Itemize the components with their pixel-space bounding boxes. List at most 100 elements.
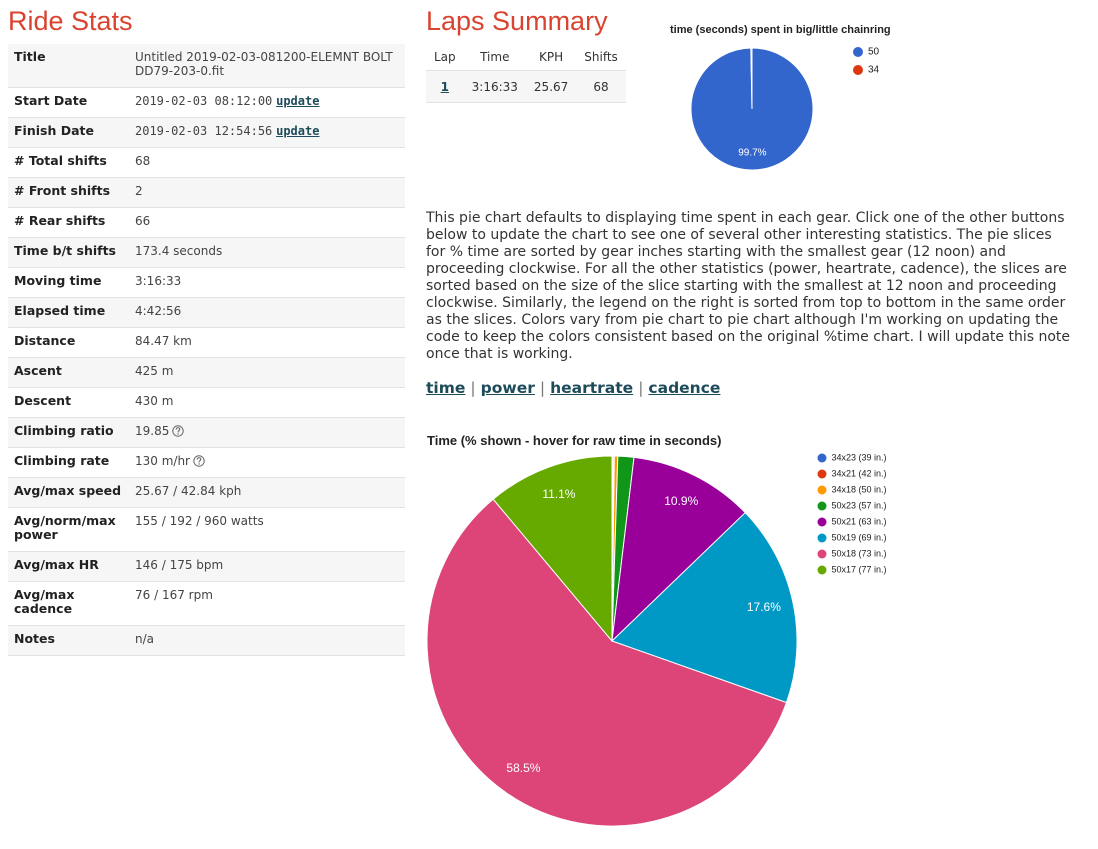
stat-value-cell: 25.67 / 42.84 kph (129, 477, 405, 508)
stat-value: 4:42:56 (135, 304, 182, 318)
stat-value: 2019-02-03 08:12:00 (135, 94, 273, 108)
stat-value-cell: 19.85 (129, 417, 405, 448)
legend-swatch (817, 549, 827, 559)
stat-value: 2 (135, 184, 143, 198)
stat-row: Ascent 425 m (8, 357, 405, 388)
stat-value: 84.47 km (135, 334, 192, 348)
stat-row: Elapsed time 4:42:56 (8, 297, 405, 328)
stat-row: Notes n/a (8, 625, 405, 656)
lap-cell: 68 (576, 70, 626, 103)
lap-cell: 25.67 (525, 70, 577, 103)
legend-swatch (817, 565, 827, 575)
pie-slice (611, 456, 746, 643)
chart-link[interactable]: heartrate (550, 379, 634, 397)
stat-row: Time b/t shifts 173.4 seconds (8, 237, 405, 268)
stat-label: Finish Date (8, 117, 129, 148)
stat-value: 68 (135, 154, 151, 168)
link-separator: | (638, 379, 644, 397)
laps-table: Lap Time KPH Shifts 1 3:16:33 25.67 68 (426, 46, 626, 103)
stat-row: Moving time 3:16:33 (8, 267, 405, 298)
stat-row: Start Date 2019-02-03 08:12:00 update (8, 87, 405, 118)
legend-label: 50x23 (57 in.) (832, 500, 887, 510)
lap-link[interactable]: 1 (440, 80, 449, 94)
stat-label: Climbing ratio (8, 417, 129, 448)
stat-label: Distance (8, 327, 129, 358)
chart-link[interactable]: time (426, 379, 466, 397)
update-link[interactable]: update (276, 94, 320, 108)
link-separator: | (539, 379, 546, 397)
legend-label: 34 (868, 65, 880, 76)
stat-value-cell: 2019-02-03 08:12:00 update (129, 87, 405, 118)
stat-value: n/a (135, 632, 155, 646)
stat-value: 19.85 (135, 424, 170, 438)
stat-value-cell: 430 m (129, 387, 405, 418)
legend-swatch (817, 469, 827, 479)
stat-row: Climbing ratio 19.85 (8, 417, 405, 448)
stat-value: Untitled 2019-02-03-081200-ELEMNT BOLT D… (135, 50, 393, 78)
stat-label: Avg/max cadence (8, 581, 129, 626)
stat-row: # Total shifts 68 (8, 147, 405, 178)
slice-label: 99.7% (738, 148, 766, 159)
stat-value-cell: 84.47 km (129, 327, 405, 358)
stat-value: 173.4 seconds (135, 244, 223, 258)
laps-header: Shifts (576, 46, 626, 71)
stat-value: 76 / 167 rpm (135, 588, 213, 602)
stat-value: 155 / 192 / 960 watts (135, 514, 264, 528)
stat-label: Moving time (8, 267, 129, 298)
link-separator: | (470, 379, 476, 397)
stat-label: Elapsed time (8, 297, 129, 328)
chart-link[interactable]: power (480, 379, 535, 397)
chart-title: time (seconds) spent in big/little chain… (670, 24, 891, 36)
legend-label: 34x23 (39 in.) (832, 452, 887, 462)
legend-swatch (817, 517, 827, 527)
legend-label: 34x21 (42 in.) (832, 468, 887, 478)
stat-value: 3:16:33 (135, 274, 182, 288)
stat-value: 25.67 / 42.84 kph (135, 484, 242, 498)
stat-label: Avg/max HR (8, 551, 129, 582)
section-title: Ride Stats (8, 6, 133, 36)
stat-value: 2019-02-03 12:54:56 (135, 124, 273, 138)
stat-label: Avg/max speed (8, 477, 129, 508)
stat-row: Avg/max cadence 76 / 167 rpm (8, 581, 405, 626)
pie-slice (611, 511, 798, 704)
stat-value-cell: 3:16:33 (129, 267, 405, 298)
lap-cell: 1 (426, 70, 464, 103)
stat-value-cell: 155 / 192 / 960 watts (129, 507, 405, 552)
stat-row: Avg/max HR 146 / 175 bpm (8, 551, 405, 582)
stat-label: # Front shifts (8, 177, 129, 208)
slice-label: 58.5% (506, 761, 540, 775)
stat-value-cell: 130 m/hr (129, 447, 405, 478)
legend-swatch (853, 65, 863, 75)
stat-label: Descent (8, 387, 129, 418)
help-icon[interactable] (172, 425, 185, 437)
stat-value: 130 m/hr (135, 454, 190, 468)
stat-value-cell: 66 (129, 207, 405, 238)
stat-label: Start Date (8, 87, 129, 118)
chart-link[interactable]: cadence (648, 379, 721, 397)
stat-value-cell: Untitled 2019-02-03-081200-ELEMNT BOLT D… (129, 44, 405, 88)
legend-label: 50x18 (73 in.) (832, 548, 887, 558)
help-icon[interactable] (193, 455, 205, 467)
stat-label: # Total shifts (8, 147, 129, 178)
legend-swatch (853, 47, 863, 57)
stat-label: # Rear shifts (8, 207, 129, 238)
legend-swatch (817, 485, 827, 495)
slice-label: 17.6% (747, 600, 781, 614)
legend-label: 50x17 (77 in.) (832, 564, 887, 574)
update-link[interactable]: update (276, 124, 320, 138)
stat-label: Notes (8, 625, 129, 656)
legend-swatch (817, 501, 827, 511)
stat-row: Finish Date 2019-02-03 12:54:56 update (8, 117, 405, 148)
legend-label: 50 (868, 47, 880, 58)
stat-row: Distance 84.47 km (8, 327, 405, 358)
stat-value: 66 (135, 214, 151, 228)
laps-body: 1 3:16:33 25.67 68 (426, 70, 626, 103)
stat-value: 425 m (135, 364, 174, 378)
chart-links: time | power | heartrate | cadence (426, 379, 720, 397)
stat-value-cell: 146 / 175 bpm (129, 551, 405, 582)
legend-swatch (817, 453, 827, 463)
legend-label: 50x19 (69 in.) (832, 532, 887, 542)
stat-label: Avg/norm/max power (8, 507, 129, 552)
section-title: Laps Summary (426, 6, 608, 36)
